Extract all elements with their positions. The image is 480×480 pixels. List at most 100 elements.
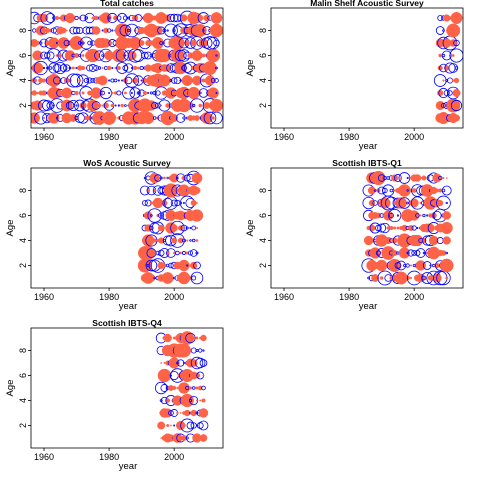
residual-bubble — [86, 77, 93, 84]
residual-bubble — [415, 213, 420, 218]
residual-bubble — [60, 99, 73, 112]
residual-bubble — [153, 276, 156, 280]
residual-bubble — [101, 66, 104, 70]
residual-bubble — [196, 422, 204, 429]
residual-bubble — [116, 15, 122, 21]
residual-bubble — [39, 41, 43, 45]
residual-bubble — [39, 104, 43, 107]
residual-bubble — [206, 48, 221, 63]
residual-bubble — [72, 26, 81, 35]
residual-bubble — [195, 399, 198, 402]
residual-bubble — [209, 23, 223, 38]
residual-bubble — [210, 78, 216, 83]
residual-bubble — [133, 65, 138, 71]
residual-bubble — [111, 29, 114, 32]
residual-bubble — [190, 271, 204, 285]
residual-bubble — [436, 195, 451, 211]
residual-bubble — [168, 357, 180, 369]
residual-bubble — [122, 65, 129, 71]
residual-bubble — [176, 386, 179, 390]
residual-bubble — [215, 54, 218, 57]
residual-bubble — [165, 373, 170, 378]
residual-bubble — [101, 54, 104, 57]
residual-bubble — [181, 251, 186, 255]
x-tick-label: 2000 — [404, 132, 424, 142]
plot-frame — [270, 7, 464, 129]
residual-bubble — [154, 381, 168, 395]
residual-bubble — [79, 36, 93, 50]
residual-bubble — [147, 91, 150, 95]
residual-bubble — [409, 264, 412, 267]
panel-2: Malin Shelf Acoustic Survey 1960 1980 2000 2… — [245, 0, 464, 152]
residual-bubble — [158, 99, 171, 112]
residual-bubble — [377, 186, 386, 195]
residual-bubble — [162, 263, 167, 268]
residual-bubble — [453, 114, 460, 122]
residual-bubble — [186, 421, 195, 430]
residual-bubble — [176, 117, 179, 119]
residual-bubble — [207, 36, 220, 50]
residual-bubble — [86, 64, 93, 72]
residual-bubble — [442, 211, 451, 220]
y-axis-label: Age — [5, 220, 16, 237]
residual-bubble — [377, 223, 387, 233]
panel-3: WoS Acoustic Survey 1960 1980 2000 2 4 6 8 year A… — [5, 158, 224, 312]
residual-bubble — [98, 29, 101, 32]
x-tick-label: 1980 — [99, 452, 119, 462]
residual-bubble — [180, 14, 188, 22]
residual-bubble — [59, 64, 68, 72]
residual-bubble — [179, 42, 182, 44]
residual-bubble — [169, 276, 173, 280]
x-tick-label: 1960 — [34, 452, 54, 462]
residual-bubble — [439, 258, 454, 273]
residual-bubble — [160, 384, 169, 392]
residual-bubble — [384, 236, 392, 245]
residual-bubble — [178, 382, 190, 394]
residual-bubble — [58, 53, 63, 58]
bubbles — [137, 170, 204, 285]
residual-bubble — [78, 53, 82, 58]
y-axis-label: Age — [245, 220, 256, 237]
residual-bubble — [191, 275, 197, 281]
residual-bubble — [160, 362, 163, 364]
residual-bubble — [194, 90, 200, 96]
residual-bubble — [182, 201, 185, 205]
residual-bubble — [159, 176, 163, 180]
residual-bubble — [400, 176, 403, 180]
x-tick-label: 1980 — [99, 132, 119, 142]
residual-bubble — [169, 79, 173, 82]
x-axis-label: year — [359, 301, 377, 312]
residual-bubble — [172, 433, 183, 443]
residual-bubble — [170, 233, 185, 248]
residual-bubble — [82, 26, 91, 35]
residual-bubble — [409, 276, 413, 280]
y-tick-label: 2 — [258, 103, 268, 108]
residual-bubble — [422, 263, 426, 268]
residual-bubble — [193, 24, 207, 37]
residual-bubble — [114, 104, 117, 107]
residual-bubble — [117, 12, 128, 24]
residual-bubble — [147, 274, 156, 282]
residual-bubble — [416, 273, 426, 283]
panel-title: Scottish IBTS-Q4 — [92, 318, 162, 328]
residual-bubble — [149, 115, 154, 121]
residual-bubble — [160, 104, 163, 107]
residual-bubble — [38, 99, 50, 112]
residual-bubble — [192, 103, 196, 108]
plot-frame — [30, 7, 224, 129]
residual-bubble — [142, 200, 148, 206]
residual-bubble — [396, 226, 400, 230]
residual-bubble — [389, 225, 394, 231]
residual-bubble — [201, 398, 206, 403]
residual-bubble — [41, 100, 53, 111]
residual-bubble — [91, 16, 95, 20]
residual-bubble — [149, 201, 154, 205]
residual-bubble — [170, 337, 172, 339]
residual-bubble — [114, 23, 130, 38]
residual-bubble — [77, 41, 82, 45]
residual-bubble — [67, 90, 73, 96]
residual-bubble — [422, 251, 426, 255]
residual-bubble — [121, 79, 124, 82]
residual-bubble — [165, 103, 171, 108]
